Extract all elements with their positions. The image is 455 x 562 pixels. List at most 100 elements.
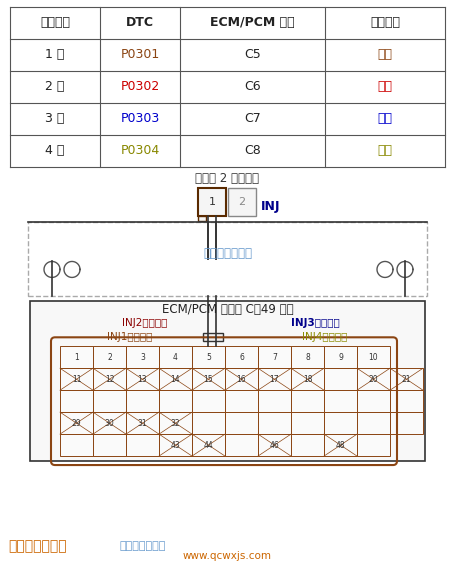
Bar [93, 346, 126, 368]
Bar [198, 188, 226, 216]
Text: 11: 11 [72, 375, 81, 384]
Text: 故障气缸: 故障气缸 [40, 16, 70, 29]
Text: C7: C7 [244, 112, 261, 125]
Text: 棕色: 棕色 [378, 48, 393, 61]
Bar [225, 434, 258, 456]
Text: www.qcwxjs.com: www.qcwxjs.com [182, 551, 272, 561]
Bar [258, 434, 291, 456]
Bar [258, 390, 291, 412]
Bar [126, 346, 159, 368]
Bar [126, 412, 159, 434]
Bar [93, 412, 126, 434]
Text: 1 号: 1 号 [46, 48, 65, 61]
Text: P0304: P0304 [121, 144, 160, 157]
Text: 蓝色: 蓝色 [378, 112, 393, 125]
Text: 31: 31 [138, 419, 147, 428]
Bar [126, 368, 159, 390]
Text: 1: 1 [208, 197, 216, 207]
Text: 汽车维修技术网: 汽车维修技术网 [8, 539, 66, 553]
Text: 43: 43 [171, 441, 180, 450]
Bar [60, 412, 93, 434]
Text: 15: 15 [204, 375, 213, 384]
Bar [60, 368, 93, 390]
Text: 2 号: 2 号 [46, 80, 65, 93]
Bar [126, 434, 159, 456]
Text: C8: C8 [244, 144, 261, 157]
Bar [390, 390, 423, 412]
Bar [324, 368, 357, 390]
Text: P0301: P0301 [121, 48, 160, 61]
Text: C6: C6 [244, 80, 261, 93]
Text: 2: 2 [107, 353, 112, 362]
Bar [60, 390, 93, 412]
Text: 红色: 红色 [378, 80, 393, 93]
Text: 14: 14 [171, 375, 180, 384]
Bar [159, 412, 192, 434]
Bar [192, 434, 225, 456]
Text: 7: 7 [272, 353, 277, 362]
Text: 13: 13 [138, 375, 147, 384]
Bar [390, 368, 423, 390]
Bar [258, 412, 291, 434]
Bar [30, 301, 425, 461]
Text: DTC: DTC [126, 16, 154, 29]
Bar [28, 221, 427, 296]
Text: 8: 8 [305, 353, 310, 362]
Bar [258, 368, 291, 390]
Text: 4: 4 [173, 353, 178, 362]
Text: ECM/PCM 插接器 C（49 针）: ECM/PCM 插接器 C（49 针） [162, 303, 293, 316]
Text: 2: 2 [238, 197, 246, 207]
Text: 46: 46 [270, 441, 279, 450]
Bar [159, 390, 192, 412]
Bar [324, 390, 357, 412]
Bar [291, 390, 324, 412]
Bar [159, 346, 192, 368]
Bar [60, 434, 93, 456]
Bar [93, 434, 126, 456]
Bar [357, 412, 390, 434]
Bar [192, 368, 225, 390]
Bar [390, 412, 423, 434]
Bar [203, 333, 223, 341]
Text: 1: 1 [74, 353, 79, 362]
Text: INJ4（黄色）: INJ4（黄色） [302, 332, 348, 342]
Bar [60, 346, 93, 368]
Text: 6: 6 [239, 353, 244, 362]
Bar [291, 346, 324, 368]
Bar [291, 368, 324, 390]
Bar [225, 368, 258, 390]
Bar [324, 434, 357, 456]
Bar [192, 390, 225, 412]
Bar [198, 216, 206, 220]
Text: 9: 9 [338, 353, 343, 362]
Bar [324, 346, 357, 368]
Text: 线束颜色: 线束颜色 [370, 16, 400, 29]
Text: INJ: INJ [261, 200, 280, 213]
Bar [291, 434, 324, 456]
Text: 3: 3 [140, 353, 145, 362]
Text: 48: 48 [336, 441, 345, 450]
Bar [159, 368, 192, 390]
Bar [93, 390, 126, 412]
Text: 18: 18 [303, 375, 312, 384]
Bar [324, 412, 357, 434]
Bar [225, 346, 258, 368]
Bar [291, 412, 324, 434]
Bar [225, 390, 258, 412]
Text: P0302: P0302 [121, 80, 160, 93]
Bar [357, 368, 390, 390]
Text: P0303: P0303 [121, 112, 160, 125]
Bar [357, 434, 390, 456]
Text: 12: 12 [105, 375, 114, 384]
Text: 4 号: 4 号 [46, 144, 65, 157]
Text: 21: 21 [402, 375, 411, 384]
Text: 黄色: 黄色 [378, 144, 393, 157]
Text: 17: 17 [270, 375, 279, 384]
Text: 3 号: 3 号 [46, 112, 65, 125]
Text: 10: 10 [369, 353, 378, 362]
Bar [225, 412, 258, 434]
Bar [357, 346, 390, 368]
Bar [93, 368, 126, 390]
Text: 喷油器 2 针插接器: 喷油器 2 针插接器 [195, 172, 259, 185]
Bar [192, 346, 225, 368]
